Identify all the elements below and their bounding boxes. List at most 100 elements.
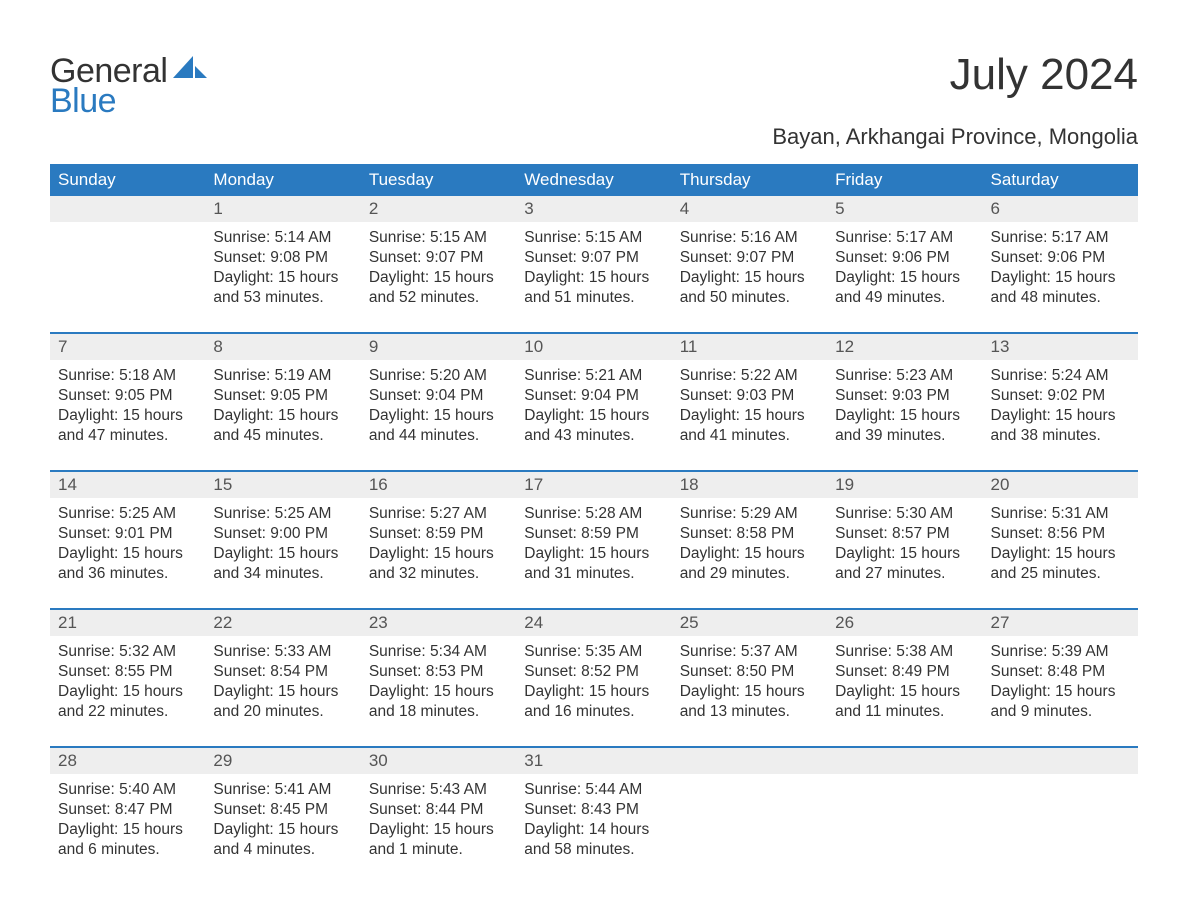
sunrise-line: Sunrise: 5:43 AM — [369, 780, 508, 800]
sunset-line: Sunset: 8:53 PM — [369, 662, 508, 682]
daylight-line: Daylight: 14 hours and 58 minutes. — [524, 820, 663, 860]
calendar-day-cell: 12Sunrise: 5:23 AMSunset: 9:03 PMDayligh… — [827, 334, 982, 456]
calendar-day-number: 25 — [672, 610, 827, 636]
daylight-line: Daylight: 15 hours and 53 minutes. — [213, 268, 352, 308]
calendar-day-number: 2 — [361, 196, 516, 222]
calendar-day-body — [983, 774, 1138, 870]
calendar-day-cell: 13Sunrise: 5:24 AMSunset: 9:02 PMDayligh… — [983, 334, 1138, 456]
calendar-day-cell: 6Sunrise: 5:17 AMSunset: 9:06 PMDaylight… — [983, 196, 1138, 318]
calendar-week-row: 1Sunrise: 5:14 AMSunset: 9:08 PMDaylight… — [50, 196, 1138, 318]
daylight-line: Daylight: 15 hours and 16 minutes. — [524, 682, 663, 722]
calendar-day-body: Sunrise: 5:17 AMSunset: 9:06 PMDaylight:… — [827, 222, 982, 318]
daylight-line: Daylight: 15 hours and 51 minutes. — [524, 268, 663, 308]
sunset-line: Sunset: 9:07 PM — [524, 248, 663, 268]
daylight-line: Daylight: 15 hours and 34 minutes. — [213, 544, 352, 584]
calendar-day-body: Sunrise: 5:15 AMSunset: 9:07 PMDaylight:… — [361, 222, 516, 318]
calendar-day-body: Sunrise: 5:25 AMSunset: 9:00 PMDaylight:… — [205, 498, 360, 594]
calendar-day-body: Sunrise: 5:20 AMSunset: 9:04 PMDaylight:… — [361, 360, 516, 456]
page-title: July 2024 — [950, 50, 1138, 100]
calendar-day-number: 27 — [983, 610, 1138, 636]
daylight-line: Daylight: 15 hours and 22 minutes. — [58, 682, 197, 722]
calendar-day-number: 28 — [50, 748, 205, 774]
sunrise-line: Sunrise: 5:29 AM — [680, 504, 819, 524]
calendar-header-row: SundayMondayTuesdayWednesdayThursdayFrid… — [50, 164, 1138, 196]
calendar-day-body: Sunrise: 5:25 AMSunset: 9:01 PMDaylight:… — [50, 498, 205, 594]
calendar-day-body: Sunrise: 5:17 AMSunset: 9:06 PMDaylight:… — [983, 222, 1138, 318]
calendar-day-body — [50, 222, 205, 318]
sunrise-line: Sunrise: 5:37 AM — [680, 642, 819, 662]
sunset-line: Sunset: 8:54 PM — [213, 662, 352, 682]
calendar-day-cell: 21 Sunrise: 5:32 AMSunset: 8:55 PMDayligh… — [50, 610, 205, 732]
sunrise-line: Sunrise: 5:17 AM — [991, 228, 1130, 248]
calendar-day-cell: 28Sunrise: 5:40 AMSunset: 8:47 PMDayligh… — [50, 748, 205, 870]
calendar-day-body: Sunrise: 5:34 AMSunset: 8:53 PMDaylight:… — [361, 636, 516, 732]
calendar-week-row: 21Sunrise: 5:32 AMSunset: 8:55 PMDayligh… — [50, 608, 1138, 732]
sunrise-line: Sunrise: 5:34 AM — [369, 642, 508, 662]
calendar-day-body: Sunrise: 5:16 AMSunset: 9:07 PMDaylight:… — [672, 222, 827, 318]
sunset-line: Sunset: 8:55 PM — [58, 662, 197, 682]
sunset-line: Sunset: 8:49 PM — [835, 662, 974, 682]
calendar-day-number: 21 — [50, 610, 205, 636]
calendar-header-cell: Friday — [827, 164, 982, 196]
brand-sail-icon — [173, 50, 207, 84]
calendar-day-body: Sunrise: 5:22 AMSunset: 9:03 PMDaylight:… — [672, 360, 827, 456]
calendar-day-cell: 26Sunrise: 5:38 AMSunset: 8:49 PMDayligh… — [827, 610, 982, 732]
calendar-day-body: Sunrise: 5:39 AMSunset: 8:48 PMDaylight:… — [983, 636, 1138, 732]
calendar-day-number: 23 — [361, 610, 516, 636]
calendar-day-number: 30 — [361, 748, 516, 774]
calendar-day-body: Sunrise: 5:30 AMSunset: 8:57 PMDaylight:… — [827, 498, 982, 594]
calendar-day-body: Sunrise: 5:21 AMSunset: 9:04 PMDaylight:… — [516, 360, 671, 456]
daylight-line: Daylight: 15 hours and 32 minutes. — [369, 544, 508, 584]
sunrise-line: Sunrise: 5:30 AM — [835, 504, 974, 524]
calendar-day-number: 31 — [516, 748, 671, 774]
calendar-day-body: Sunrise: 5:24 AMSunset: 9:02 PMDaylight:… — [983, 360, 1138, 456]
brand-logo: General Blue — [50, 50, 207, 118]
calendar-day-number: 11 — [672, 334, 827, 360]
calendar-day-cell: 27Sunrise: 5:39 AMSunset: 8:48 PMDayligh… — [983, 610, 1138, 732]
sunset-line: Sunset: 9:05 PM — [213, 386, 352, 406]
calendar-day-cell: 24Sunrise: 5:35 AMSunset: 8:52 PMDayligh… — [516, 610, 671, 732]
sunrise-line: Sunrise: 5:18 AM — [58, 366, 197, 386]
sunrise-line: Sunrise: 5:39 AM — [991, 642, 1130, 662]
daylight-line: Daylight: 15 hours and 27 minutes. — [835, 544, 974, 584]
calendar-header-cell: Monday — [205, 164, 360, 196]
calendar-day-number: 20 — [983, 472, 1138, 498]
calendar-day-cell: 19Sunrise: 5:30 AMSunset: 8:57 PMDayligh… — [827, 472, 982, 594]
calendar-day-cell: 4Sunrise: 5:16 AMSunset: 9:07 PMDaylight… — [672, 196, 827, 318]
daylight-line: Daylight: 15 hours and 45 minutes. — [213, 406, 352, 446]
calendar-day-number — [983, 748, 1138, 774]
sunset-line: Sunset: 9:05 PM — [58, 386, 197, 406]
calendar-day-number: 16 — [361, 472, 516, 498]
sunset-line: Sunset: 8:50 PM — [680, 662, 819, 682]
calendar-day-body: Sunrise: 5:44 AMSunset: 8:43 PMDaylight:… — [516, 774, 671, 870]
sunset-line: Sunset: 8:45 PM — [213, 800, 352, 820]
sunset-line: Sunset: 9:06 PM — [991, 248, 1130, 268]
daylight-line: Daylight: 15 hours and 50 minutes. — [680, 268, 819, 308]
calendar-day-cell: 25Sunrise: 5:37 AMSunset: 8:50 PMDayligh… — [672, 610, 827, 732]
calendar-day-body: Sunrise: 5:35 AMSunset: 8:52 PMDaylight:… — [516, 636, 671, 732]
sunset-line: Sunset: 8:52 PM — [524, 662, 663, 682]
sunset-line: Sunset: 8:48 PM — [991, 662, 1130, 682]
calendar-day-cell: 22Sunrise: 5:33 AMSunset: 8:54 PMDayligh… — [205, 610, 360, 732]
daylight-line: Daylight: 15 hours and 48 minutes. — [991, 268, 1130, 308]
sunrise-line: Sunrise: 5:20 AM — [369, 366, 508, 386]
sunset-line: Sunset: 8:58 PM — [680, 524, 819, 544]
calendar-day-number: 26 — [827, 610, 982, 636]
daylight-line: Daylight: 15 hours and 38 minutes. — [991, 406, 1130, 446]
sunset-line: Sunset: 8:59 PM — [369, 524, 508, 544]
calendar-day-cell: 9Sunrise: 5:20 AMSunset: 9:04 PMDaylight… — [361, 334, 516, 456]
sunrise-line: Sunrise: 5:28 AM — [524, 504, 663, 524]
calendar-day-body: Sunrise: 5:27 AMSunset: 8:59 PMDaylight:… — [361, 498, 516, 594]
calendar-day-body: Sunrise: 5:18 AMSunset: 9:05 PMDaylight:… — [50, 360, 205, 456]
sunrise-line: Sunrise: 5:44 AM — [524, 780, 663, 800]
calendar-day-number: 17 — [516, 472, 671, 498]
sunrise-line: Sunrise: 5:32 AM — [58, 642, 197, 662]
calendar-day-cell — [827, 748, 982, 870]
calendar-day-cell: 18Sunrise: 5:29 AMSunset: 8:58 PMDayligh… — [672, 472, 827, 594]
daylight-line: Daylight: 15 hours and 1 minute. — [369, 820, 508, 860]
calendar-day-body: Sunrise: 5:23 AMSunset: 9:03 PMDaylight:… — [827, 360, 982, 456]
calendar-day-cell: 17Sunrise: 5:28 AMSunset: 8:59 PMDayligh… — [516, 472, 671, 594]
sunrise-line: Sunrise: 5:31 AM — [991, 504, 1130, 524]
calendar-day-number: 8 — [205, 334, 360, 360]
calendar-day-number: 14 — [50, 472, 205, 498]
